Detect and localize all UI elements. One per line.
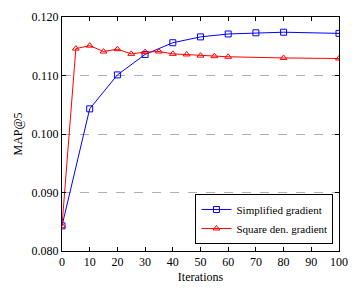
- svg-text:Simplified gradient: Simplified gradient: [236, 204, 321, 216]
- svg-text:0: 0: [59, 255, 65, 269]
- svg-text:90: 90: [305, 255, 317, 269]
- svg-text:0.090: 0.090: [32, 186, 59, 200]
- svg-text:60: 60: [222, 255, 234, 269]
- svg-text:80: 80: [278, 255, 290, 269]
- svg-text:0.100: 0.100: [32, 127, 59, 141]
- svg-text:20: 20: [111, 255, 123, 269]
- svg-text:0.120: 0.120: [32, 10, 59, 24]
- svg-text:100: 100: [330, 255, 348, 269]
- svg-text:0.080: 0.080: [32, 244, 59, 258]
- svg-text:10: 10: [84, 255, 96, 269]
- svg-text:Square den. gradient: Square den. gradient: [236, 223, 327, 235]
- svg-text:30: 30: [139, 255, 151, 269]
- svg-text:Iterations: Iterations: [178, 270, 224, 284]
- svg-text:50: 50: [195, 255, 207, 269]
- svg-text:40: 40: [167, 255, 179, 269]
- svg-text:0.110: 0.110: [32, 69, 59, 83]
- svg-text:70: 70: [250, 255, 262, 269]
- svg-text:MAP@5: MAP@5: [11, 112, 25, 155]
